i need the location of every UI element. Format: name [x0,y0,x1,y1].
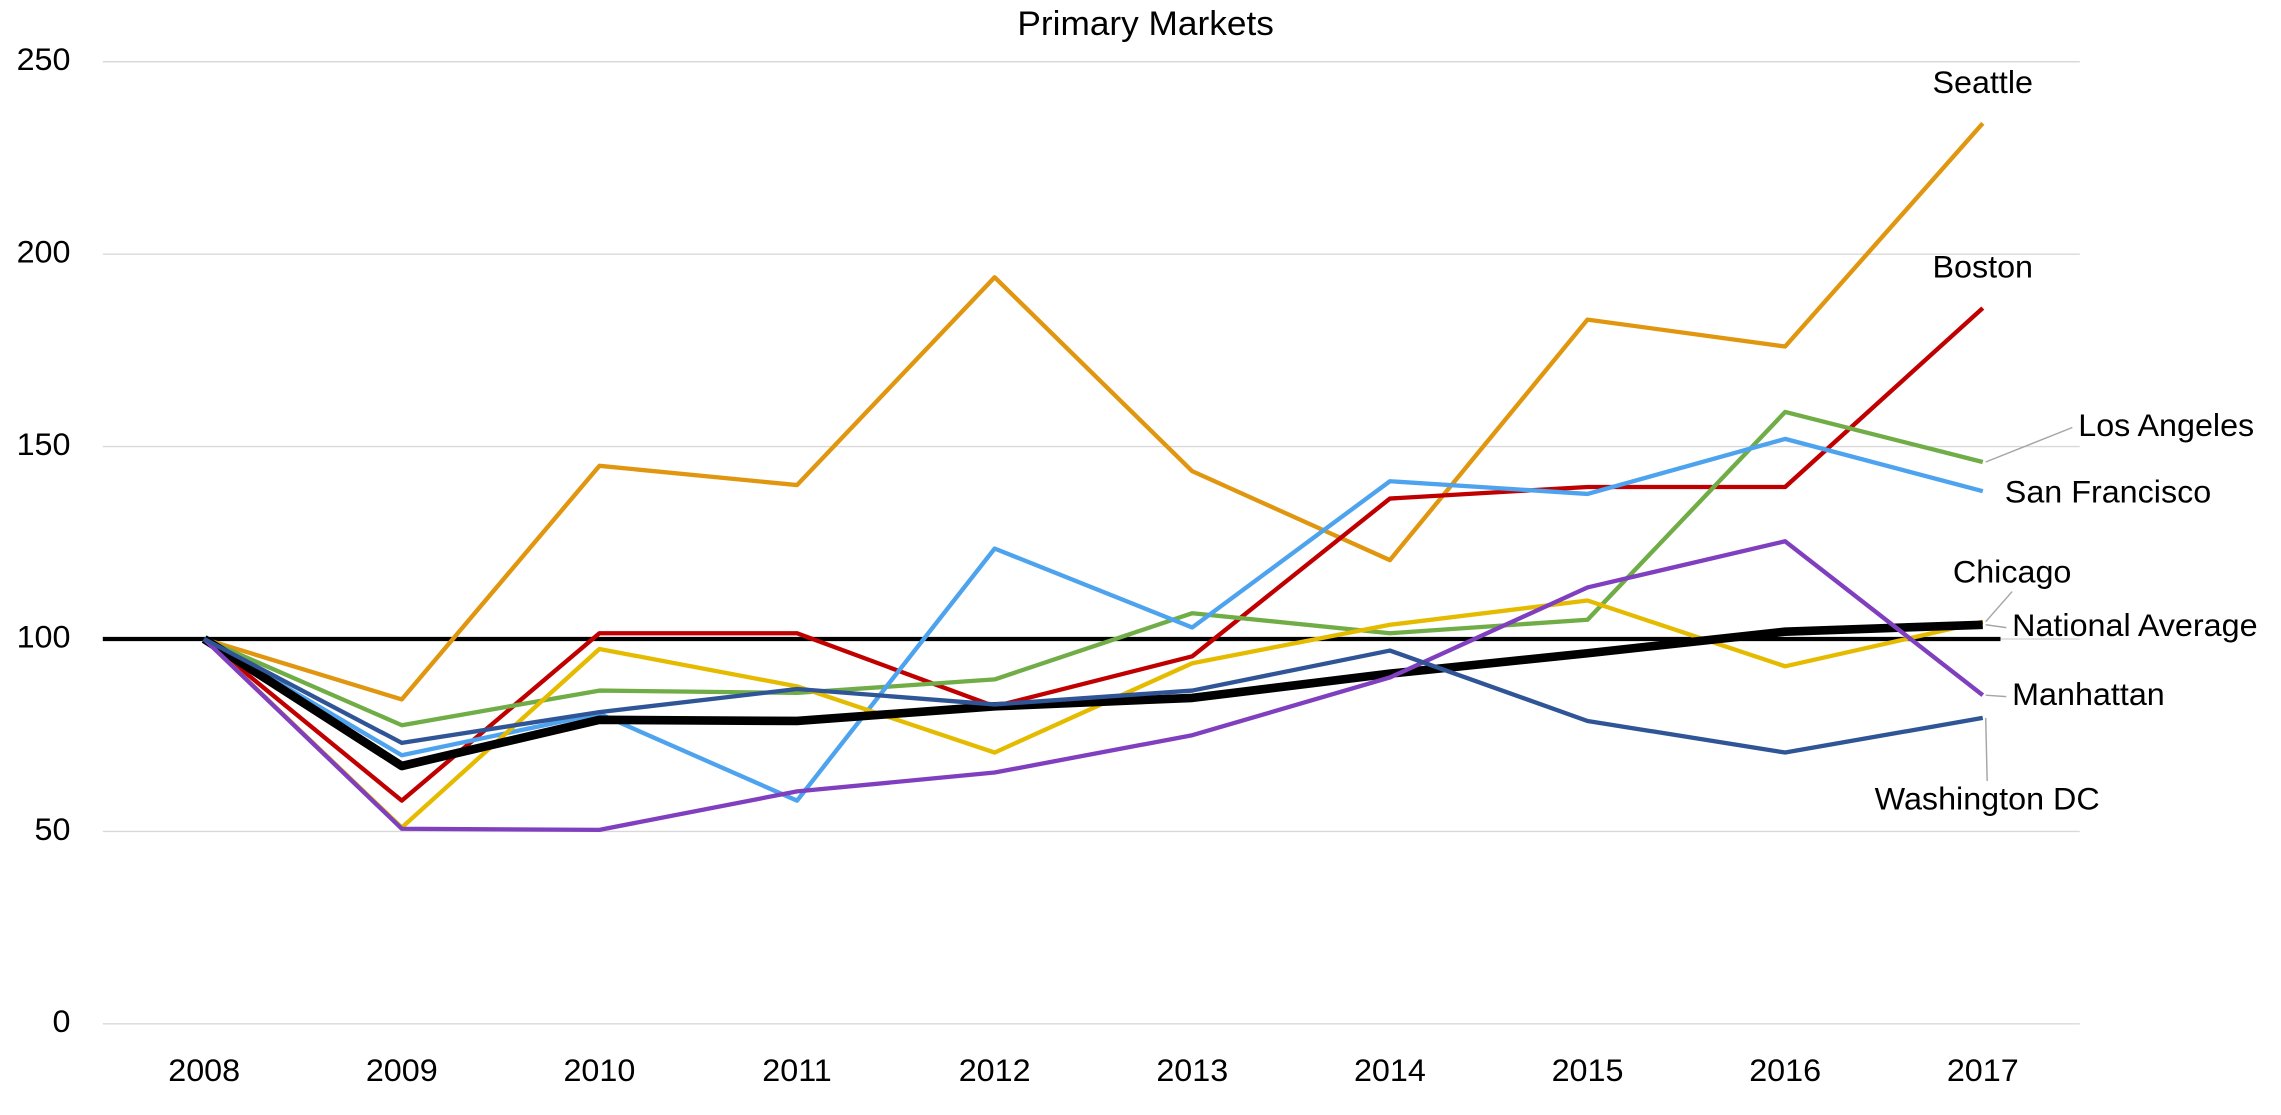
y-tick-label: 150 [17,426,71,462]
x-tick-label: 2014 [1354,1052,1426,1088]
leader-line [1984,717,1988,782]
series-line [203,409,1984,728]
chart-title: Primary Markets [1017,4,1273,43]
x-tick-label: 2016 [1749,1052,1821,1088]
series-label: Los Angeles [2078,407,2254,443]
x-tick-label: 2015 [1552,1052,1624,1088]
y-tick-label: 50 [35,811,71,847]
x-tick-label: 2013 [1156,1052,1228,1088]
series-label: San Francisco [2005,474,2211,510]
y-tick-label: 250 [17,41,71,77]
series-line [203,637,1984,755]
series-label: Washington DC [1875,781,2100,817]
series-label: Manhattan [2012,676,2165,712]
x-tick-label: 2017 [1947,1052,2019,1088]
x-tick-label: 2011 [762,1052,831,1088]
series-line [202,598,1984,830]
x-tick-label: 2012 [959,1052,1031,1088]
series-line [202,306,1985,803]
x-tick-label: 2008 [168,1052,240,1088]
x-tick-label: 2010 [563,1052,635,1088]
leader-line [1985,591,2013,623]
y-tick-label: 0 [53,1004,71,1040]
series-label: Chicago [1953,554,2072,590]
leader-line [1985,694,2007,698]
series-line [203,121,1985,702]
series-label: Seattle [1932,64,2033,100]
x-tick-label: 2009 [366,1052,438,1088]
leader-line [1985,624,2007,629]
series-label: Boston [1932,249,2033,285]
y-tick-label: 200 [17,234,71,270]
series-line [202,539,1985,833]
series-label: National Average [2012,607,2257,643]
y-tick-label: 100 [17,619,71,655]
leader-line [1985,426,2073,463]
series-line [201,620,1983,771]
series-line [203,436,1984,803]
